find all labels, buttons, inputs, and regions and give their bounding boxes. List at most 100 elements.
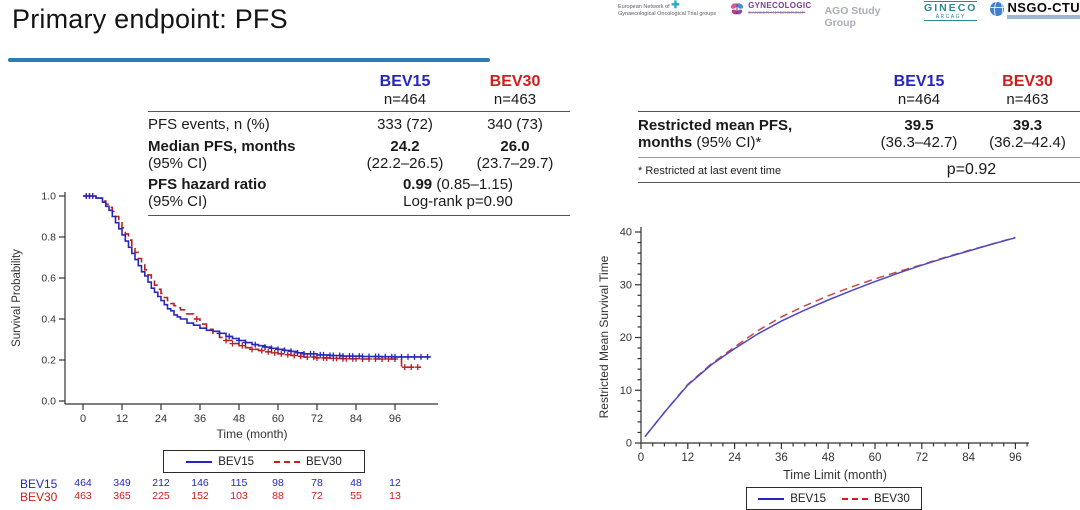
x-tick-label: 96 [1009,452,1022,464]
y-tick-label: 0.0 [41,396,56,408]
risk-count: 55 [350,490,362,502]
title-accent-line [8,58,490,62]
engot-logo-text: European Network of ✚ Gynaecological Onc… [618,1,716,18]
censor-mark [333,355,340,362]
censor-mark [314,354,320,361]
risk-count: 98 [272,477,284,489]
rmst-footnote-row: * Restricted at last event time p=0.92 [638,161,1080,179]
median-pfs-label: Median PFS, months (95% CI) [148,138,348,172]
x-tick-label: 48 [233,413,245,425]
x-tick-label: 24 [728,452,741,464]
nsgo-logo-subtext-bar [1007,15,1080,19]
bev15-line-sample [186,460,213,463]
censor-mark [271,349,278,356]
series-bev15 [83,195,431,358]
table-rule [638,182,1080,183]
x-tick-label: 96 [389,413,401,425]
legend-label-bev30: BEV30 [874,492,910,505]
gineco-logo-subtext: ARCAGY [924,14,978,21]
table-rule [638,111,1080,112]
series-bev30 [644,236,1016,438]
x-tick-label: 60 [272,413,284,425]
hazard-ratio-row: PFS hazard ratio (95% CI) 0.99 (0.85–1.1… [148,174,570,212]
series-bev30 [83,195,421,368]
censor-mark [366,353,372,360]
censor-mark [414,364,421,371]
x-tick-label: 0 [638,452,644,464]
partner-logo-strip: European Network of ✚ Gynaecological Onc… [618,1,1080,29]
risk-count: 13 [389,490,401,502]
x-tick-label: 12 [681,452,694,464]
censor-mark [418,353,424,360]
rmst-label-line1: Restricted mean PFS, [638,117,793,134]
censor-mark [297,353,304,360]
hr-value: 0.99 [402,176,433,193]
censor-mark [304,354,311,361]
x-axis-title: Time (month) [217,427,288,441]
y-axis-title: Restricted Mean Survival Time [597,255,611,418]
y-tick-label: 0 [626,438,632,450]
hr-ci: (0.85–1.15) [432,176,514,193]
censor-mark [288,348,294,355]
km-chart-legend: BEV15 BEV30 [163,450,365,473]
censor-mark [258,347,265,354]
median-pfs-bev30: 26.0 (23.7–29.7) [462,138,568,172]
x-tick-label: 60 [869,452,882,464]
censor-mark [301,350,307,357]
y-tick-label: 0.2 [41,355,56,367]
pfs-stats-table: BEV15 BEV30 n=464 n=463 PFS events, n (%… [148,73,570,219]
rmst-bev30-value: 39.3 [1012,117,1043,134]
censor-mark [89,193,96,199]
pfs-events-bev15: 333 (72) [377,116,433,133]
bev30-n: n=463 [493,91,537,108]
bev15-n: n=464 [383,91,427,108]
page-title: Primary endpoint: PFS [12,4,288,34]
hazard-ratio-label: PFS hazard ratio (95% CI) [148,176,348,210]
rmst-footnote: * Restricted at last event time [638,165,782,177]
legend-label-bev30: BEV30 [306,455,342,468]
x-tick-label: 24 [155,413,167,425]
butterfly-icon [731,3,744,15]
engot-cross-icon: ✚ [671,0,680,11]
rmst-table-header-row: BEV15 BEV30 [638,73,1080,91]
pfs-events-row: PFS events, n (%) 333 (72) 340 (73) [148,115,570,136]
x-tick-label: 48 [822,452,835,464]
pfs-table-header-row: BEV15 BEV30 [148,73,570,91]
censor-mark [375,353,382,360]
rmst-chart: 0 10 20 30 40 0 12 24 36 48 60 72 84 96 Time Limit (mo… [597,227,1029,482]
censor-mark [216,330,223,337]
pfs-events-bev30: 340 (73) [487,116,543,133]
risk-count: 115 [230,477,248,489]
y-axis-title: Survival Probability [11,249,23,347]
censor-mark [226,333,233,340]
x-tick-label: 36 [194,413,206,425]
censor-mark [223,337,229,344]
censor-mark [424,353,431,360]
y-tick-label: 20 [620,332,632,344]
rmst-row: Restricted mean PFS, months (95% CI)* 39… [638,115,1080,154]
rmst-bev30-ci: (36.2–42.4) [989,134,1066,151]
rmst-bev30: 39.3 (36.2–42.4) [975,117,1080,151]
censor-mark [382,353,389,360]
y-tick-label: 1.0 [41,191,56,203]
legend-label-bev15: BEV15 [218,455,254,468]
gcig-logo-subtext: CANCER INTERGROUP [748,10,806,15]
y-tick-label: 30 [620,279,632,291]
rmst-label: Restricted mean PFS, months (95% CI)* [638,117,863,151]
censor-mark [249,346,255,353]
risk-count: 463 [74,490,92,502]
risk-count: 349 [113,477,131,489]
legend-label-bev15: BEV15 [790,492,826,505]
engot-line1: European Network of [618,4,670,10]
risk-count: 152 [191,490,209,502]
globe-icon [990,2,1005,16]
bev30-line-sample [274,460,300,463]
bev15-line-sample [758,497,785,500]
censor-mark [281,347,288,354]
y-tick-label: 10 [620,385,632,397]
gcig-logo: GYNECOLOGIC CANCER INTERGROUP [729,1,811,17]
y-tick-label: 0.8 [41,232,56,244]
median-bev15-value: 24.2 [390,138,420,155]
risk-count: 72 [311,490,323,502]
censor-mark [405,353,411,360]
